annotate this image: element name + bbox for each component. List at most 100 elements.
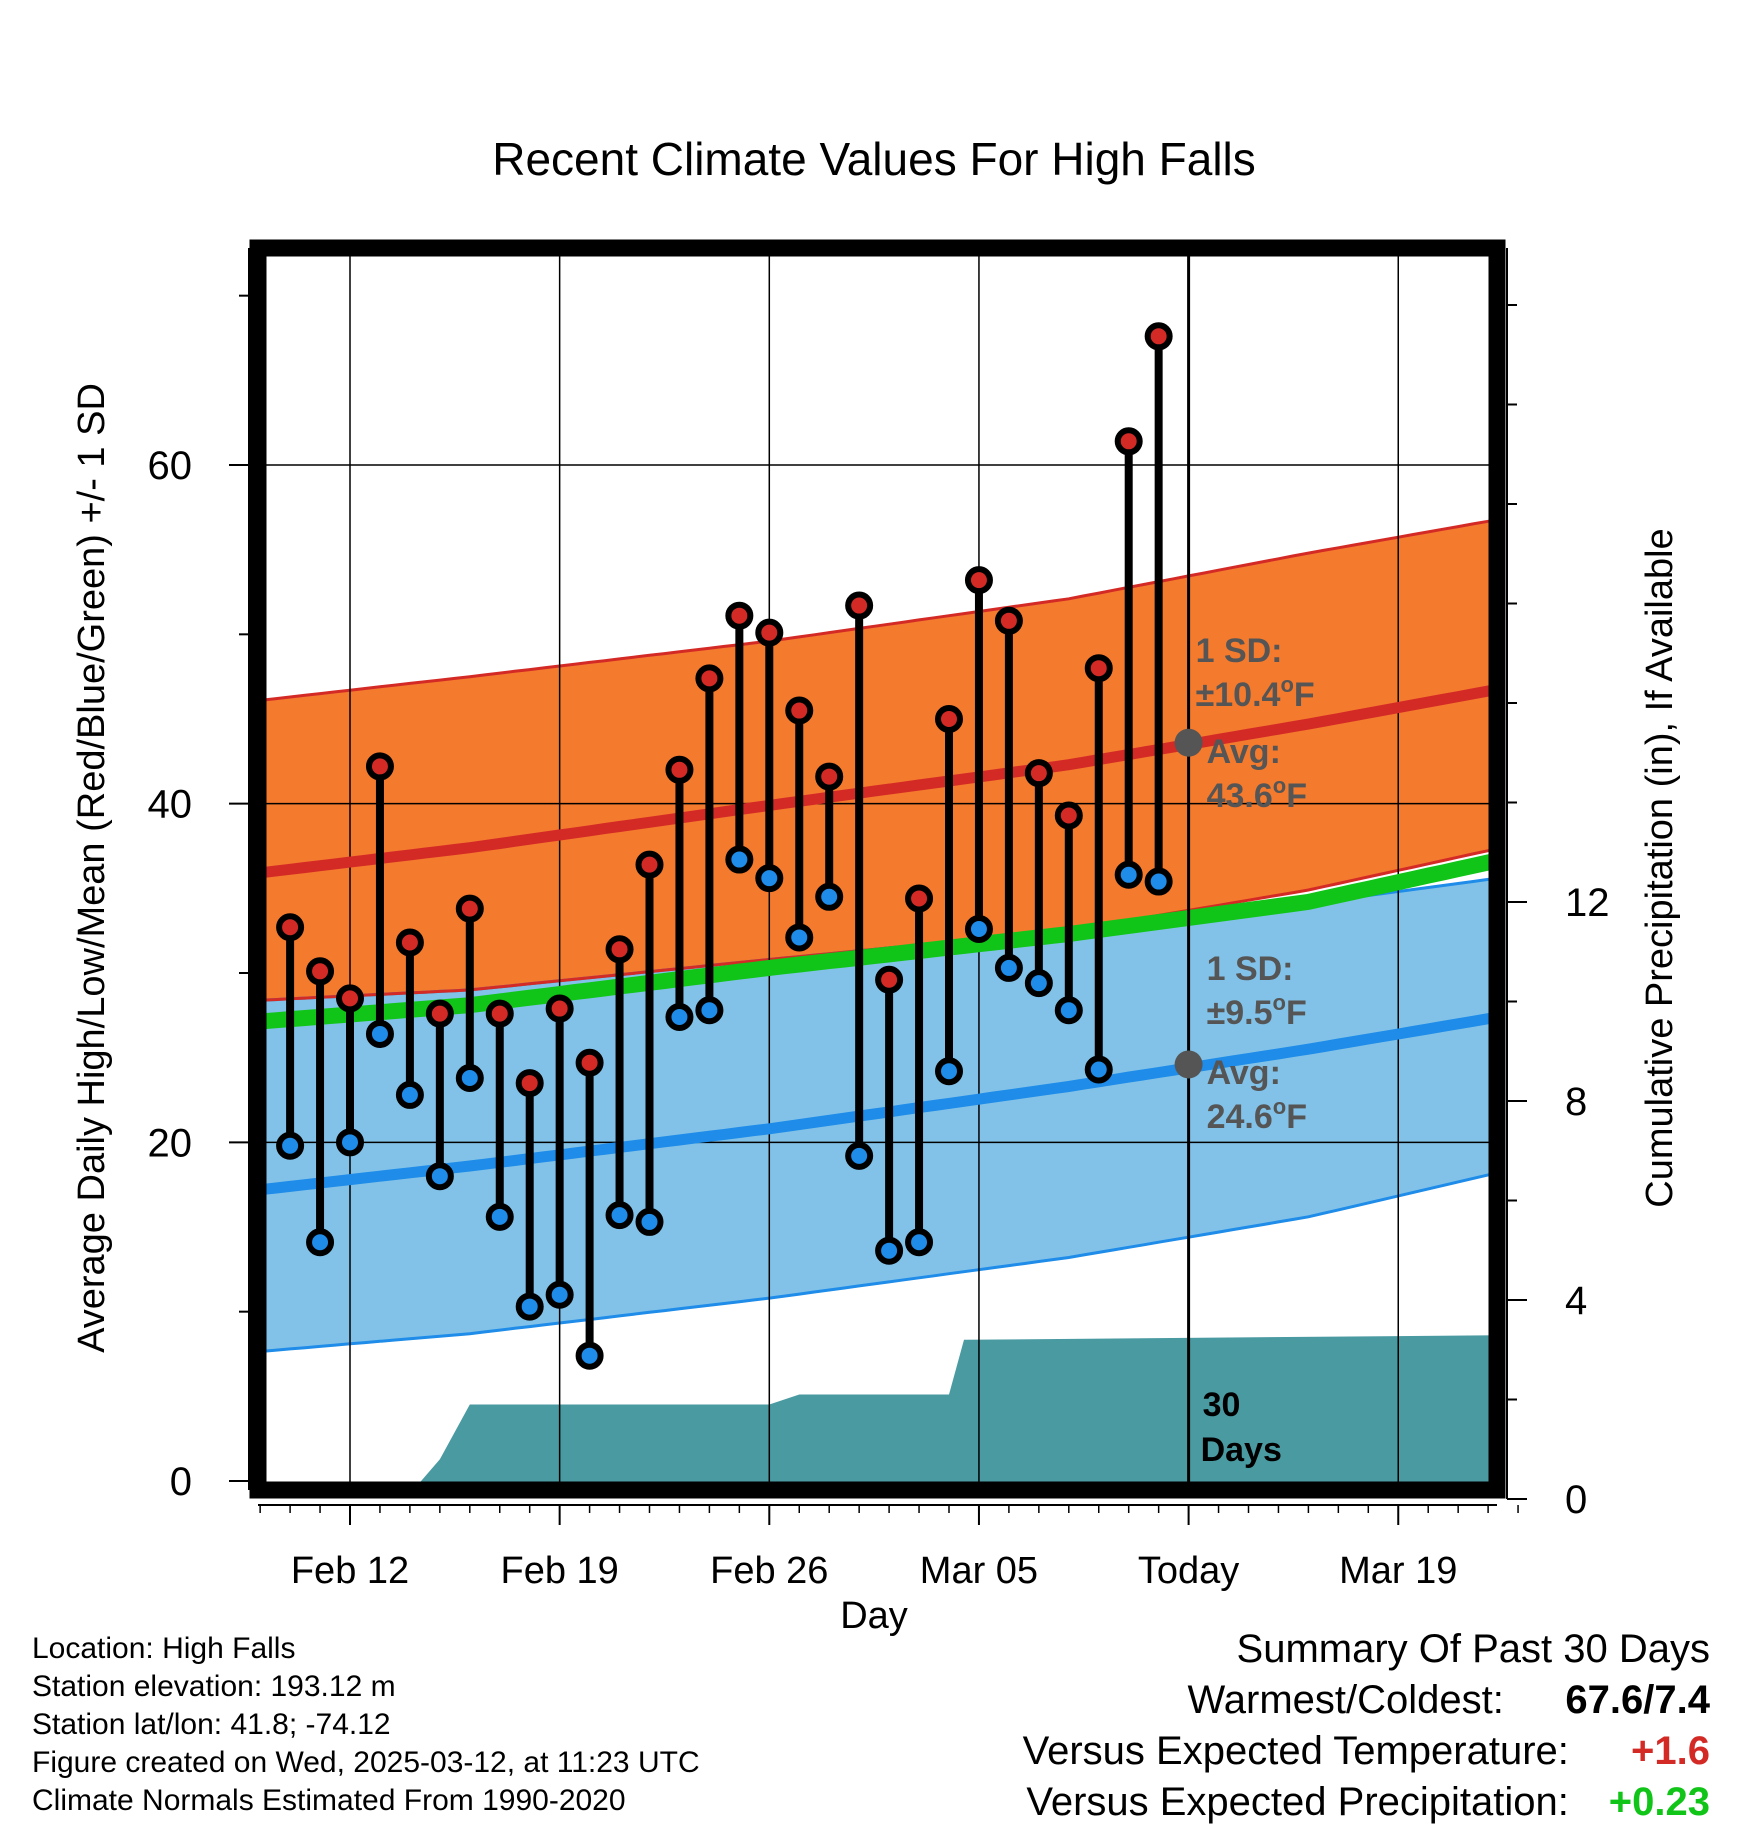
y-tick-label: 40 [148,783,193,827]
daily-high-point [515,1069,544,1098]
daily-low-point [605,1201,634,1230]
daily-high-point [665,755,694,784]
daily-high-point [695,664,724,693]
daily-low-point [455,1063,484,1092]
daily-low-point [755,864,784,893]
y-right-tick-label: 12 [1565,881,1610,925]
location-text: Location: High Falls [32,1632,296,1665]
daily-high-point [605,935,634,964]
daily-low-point [815,882,844,911]
daily-low-point [575,1341,604,1370]
y-right-tick-label: 8 [1565,1080,1587,1124]
y-axis-right-label: Cumulative Precipitation (in), If Availa… [1639,528,1681,1207]
summary-panel: Summary Of Past 30 Days Warmest/Coldest:… [1023,1624,1710,1828]
daily-high-point [1144,322,1173,351]
daily-low-point [425,1162,454,1191]
daily-low-point [515,1292,544,1321]
x-tick-label: Feb 12 [291,1550,409,1592]
daily-high-point [1024,759,1053,788]
x-tick-label: Mar 19 [1339,1550,1457,1592]
daily-high-point [1114,427,1143,456]
daily-low-point [665,1003,694,1032]
y-tick-label: 20 [148,1121,193,1165]
summary-heading: Summary Of Past 30 Days [1236,1627,1710,1671]
daily-low-point [336,1128,364,1157]
high-sd-upper-line [258,518,1497,703]
daily-low-point [845,1141,874,1170]
y-right-tick-label: 4 [1565,1279,1587,1323]
daily-low-point [725,845,754,874]
daily-high-point [365,752,394,781]
daily-low-point [1024,969,1053,998]
low-sd-value: ±9.5oF [1207,990,1307,1032]
daily-low-point [395,1080,424,1109]
daily-high-point [455,894,484,923]
daily-low-point [306,1228,335,1257]
daily-low-point [1054,996,1083,1025]
temp-value: +1.6 [1631,1729,1710,1773]
today-days-number: 30 [1203,1386,1241,1424]
low-sd-label: 1 SD: [1207,950,1294,988]
daily-low-point [905,1228,934,1257]
high-sd-label: 1 SD: [1196,632,1283,670]
daily-low-point [635,1207,664,1236]
created-text: Figure created on Wed, 2025-03-12, at 11… [32,1746,700,1779]
x-tick-label: Feb 26 [710,1550,828,1592]
daily-low-point [485,1202,514,1231]
daily-low-point [875,1236,904,1265]
daily-high-point [575,1048,604,1077]
daily-high-point [725,601,754,630]
daily-high-point [1054,801,1083,830]
daily-low-point [1144,867,1173,896]
daily-low-point [545,1280,574,1309]
daily-high-point [276,913,305,942]
daily-low-point [785,923,814,952]
daily-low-point [935,1057,963,1086]
temp-row: Versus Expected Temperature: +1.6 [1023,1726,1710,1777]
chart-title: Recent Climate Values For High Falls [492,133,1256,185]
daily-low-point [994,953,1023,982]
normals-text: Climate Normals Estimated From 1990-2020 [32,1784,626,1817]
daily-high-point [635,850,664,879]
daily-low-point [276,1131,305,1160]
daily-high-point [336,984,364,1013]
daily-low-point [365,1019,394,1048]
daily-high-point [815,762,844,791]
high-avg-marker [1174,728,1203,757]
daily-low-point [964,914,993,943]
daily-high-point [395,928,424,957]
precip-label: Versus Expected Precipitation: [1026,1780,1569,1824]
daily-high-point [935,705,963,733]
high-avg-value: 43.6oF [1207,773,1307,815]
x-axis-label: Day [840,1595,908,1637]
low-sd-lower-line [258,1171,1497,1354]
x-tick-label: Today [1138,1550,1239,1592]
daily-high-point [875,965,904,994]
daily-high-point [845,591,874,620]
daily-high-point [994,606,1023,635]
latlon-text: Station lat/lon: 41.8; -74.12 [32,1708,391,1741]
y-tick-label: 0 [170,1460,192,1504]
daily-high-point [1084,654,1113,683]
daily-high-point [545,994,574,1023]
elevation-text: Station elevation: 193.12 m [32,1670,396,1703]
precipitation-area [413,1335,1497,1490]
low-avg-label: Avg: [1207,1054,1281,1092]
warmest-label: Warmest/Coldest: [1187,1678,1504,1722]
daily-high-point [306,957,335,986]
y-right-tick-label: 0 [1565,1478,1587,1522]
daily-low-point [695,996,724,1025]
daily-high-point [964,566,993,595]
daily-high-point [485,999,514,1028]
station-info: Location: High Falls Station elevation: … [32,1630,700,1820]
daily-high-normal-line [258,683,1497,879]
daily-high-point [785,696,814,725]
warmest-value: 67.6/7.4 [1565,1678,1710,1722]
daily-high-point [425,999,454,1028]
x-tick-label: Mar 05 [920,1550,1038,1592]
high-avg-label: Avg: [1207,733,1281,771]
precip-value: +0.23 [1608,1780,1710,1824]
